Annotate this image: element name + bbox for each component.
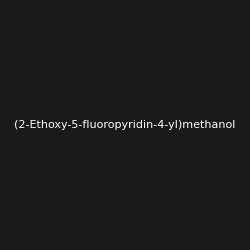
Text: (2-Ethoxy-5-fluoropyridin-4-yl)methanol: (2-Ethoxy-5-fluoropyridin-4-yl)methanol — [14, 120, 236, 130]
